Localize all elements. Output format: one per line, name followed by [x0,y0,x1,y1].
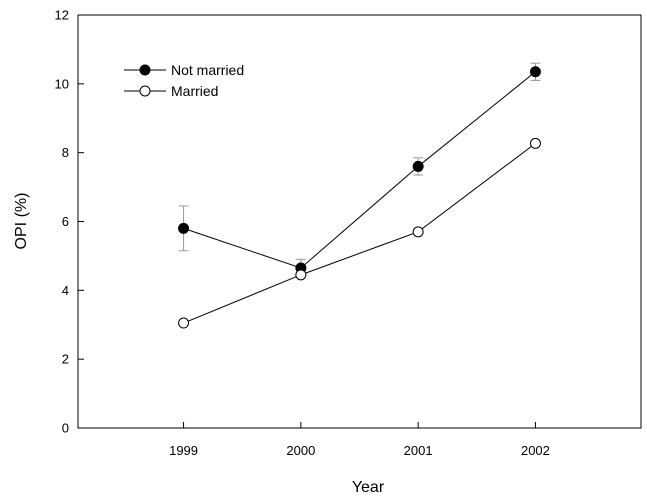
series-layer [178,62,541,329]
y-axis: 0 2 4 6 8 10 12 [55,8,84,436]
y-tick-label: 2 [62,352,69,367]
x-tick-label: 2001 [404,443,433,458]
y-tick-label: 4 [62,283,69,298]
y-tick-label: 12 [55,8,69,23]
legend-item: Not married [124,62,244,78]
series-not-married [178,62,541,278]
legend-label: Married [171,83,218,99]
series-married [178,137,541,329]
series-line [183,71,536,269]
y-tick-label: 6 [62,214,69,229]
data-point-filled [178,222,190,234]
legend: Not married Married [124,62,244,99]
y-axis-title: OPI (%) [13,193,30,250]
x-axis-title: Year [352,479,385,496]
y-tick-label: 10 [55,76,69,91]
data-point-open [412,226,424,238]
y-tick-label: 0 [62,421,69,436]
plot-area [77,14,642,429]
data-point-filled [529,66,541,78]
data-point-open [178,317,190,329]
data-point-filled [412,160,424,172]
data-point-open [295,269,307,281]
x-tick-label: 1999 [169,443,198,458]
legend-marker-open [139,85,151,97]
data-point-open [529,137,541,149]
x-axis: 1999 2000 2001 2002 [169,422,550,458]
legend-item: Married [124,83,218,99]
y-tick-label: 8 [62,145,69,160]
legend-marker-filled [139,64,151,76]
plot-border [77,14,642,429]
x-tick-label: 2000 [286,443,315,458]
legend-label: Not married [171,62,244,78]
series-line [183,142,536,324]
x-tick-label: 2002 [521,443,550,458]
